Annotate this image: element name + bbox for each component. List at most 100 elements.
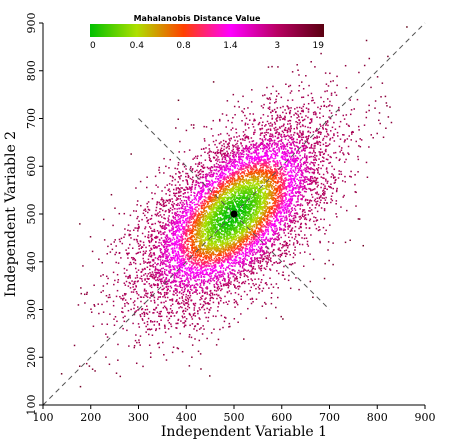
scatter-point: [276, 227, 278, 230]
scatter-point: [132, 258, 134, 261]
scatter-point: [151, 192, 153, 194]
scatter-point: [151, 234, 153, 237]
scatter-point: [164, 226, 166, 228]
scatter-point: [305, 136, 307, 138]
scatter-point: [128, 281, 131, 284]
scatter-point: [225, 317, 227, 319]
scatter-point: [149, 268, 151, 271]
scatter-point: [172, 228, 174, 231]
scatter-point: [326, 170, 328, 173]
scatter-point: [249, 244, 252, 247]
scatter-point: [289, 174, 291, 177]
scatter-point: [240, 313, 242, 315]
scatter-point: [151, 254, 153, 257]
scatter-point: [308, 200, 311, 202]
scatter-point: [142, 250, 145, 253]
scatter-point: [223, 154, 226, 156]
scatter-point: [176, 267, 179, 269]
scatter-point: [299, 140, 301, 142]
scatter-point: [224, 284, 227, 286]
scatter-point: [244, 280, 247, 283]
scatter-point: [254, 278, 256, 281]
scatter-point: [142, 253, 145, 255]
scatter-point: [258, 249, 260, 252]
scatter-point: [318, 140, 321, 143]
scatter-point: [297, 146, 299, 149]
scatter-point: [147, 292, 149, 295]
scatter-point: [191, 199, 193, 201]
scatter-point: [187, 174, 190, 177]
scatter-point: [245, 147, 247, 150]
scatter-point: [136, 204, 138, 206]
scatter-point: [251, 267, 254, 269]
scatter-point: [291, 151, 293, 154]
scatter-point: [309, 280, 312, 283]
scatter-point: [318, 173, 321, 175]
scatter-point: [138, 341, 140, 344]
scatter-point: [219, 177, 221, 179]
scatter-point: [260, 141, 263, 144]
scatter-point: [228, 300, 230, 303]
scatter-point: [182, 291, 185, 294]
scatter-point: [187, 183, 189, 186]
scatter-point: [183, 322, 186, 324]
scatter-point: [329, 72, 331, 75]
scatter-point: [340, 147, 343, 149]
scatter-point: [242, 135, 245, 137]
scatter-point: [220, 285, 223, 287]
scatter-point: [146, 277, 149, 280]
scatter-point: [161, 251, 163, 254]
scatter-point: [239, 167, 242, 169]
scatter-point: [291, 174, 293, 177]
scatter-point: [296, 174, 299, 176]
scatter-point: [358, 129, 360, 131]
scatter-point: [217, 306, 219, 308]
scatter-point: [264, 152, 267, 155]
scatter-point: [255, 298, 258, 300]
scatter-point: [164, 293, 166, 296]
scatter-point: [322, 164, 324, 167]
scatter-point: [251, 152, 253, 155]
scatter-point: [210, 160, 212, 162]
scatter-point: [219, 150, 222, 152]
scatter-point: [182, 201, 184, 204]
scatter-point: [299, 167, 302, 170]
scatter-point: [133, 257, 136, 260]
scatter-point: [294, 205, 297, 208]
scatter-point: [301, 179, 304, 182]
scatter-point: [207, 320, 209, 322]
scatter-point: [180, 207, 182, 210]
scatter-point: [129, 277, 131, 279]
scatter-point: [293, 140, 295, 143]
scatter-point: [202, 304, 205, 306]
scatter-point: [158, 312, 160, 315]
scatter-point: [325, 128, 327, 130]
scatter-point: [125, 280, 128, 283]
scatter-point: [239, 272, 242, 275]
scatter-point: [178, 261, 181, 263]
scatter-point: [256, 240, 258, 243]
scatter-point: [223, 261, 225, 263]
scatter-point: [216, 275, 219, 277]
scatter-point: [309, 207, 311, 209]
scatter-point: [152, 312, 154, 314]
scatter-point: [198, 197, 200, 200]
scatter-point: [208, 293, 211, 296]
scatter-point: [298, 142, 301, 145]
scatter-point: [174, 268, 176, 271]
scatter-point: [274, 216, 277, 218]
scatter-point: [249, 248, 251, 251]
scatter-point: [275, 213, 278, 215]
scatter-point: [191, 318, 194, 320]
scatter-point: [178, 269, 180, 272]
scatter-point: [167, 238, 170, 241]
scatter-point: [283, 241, 285, 243]
scatter-point: [175, 327, 177, 329]
scatter-point: [228, 268, 231, 270]
scatter-point: [164, 331, 167, 334]
scatter-point: [185, 278, 187, 281]
scatter-point: [182, 220, 185, 222]
scatter-point: [288, 274, 290, 277]
scatter-point: [267, 261, 269, 263]
scatter-point: [173, 188, 175, 191]
